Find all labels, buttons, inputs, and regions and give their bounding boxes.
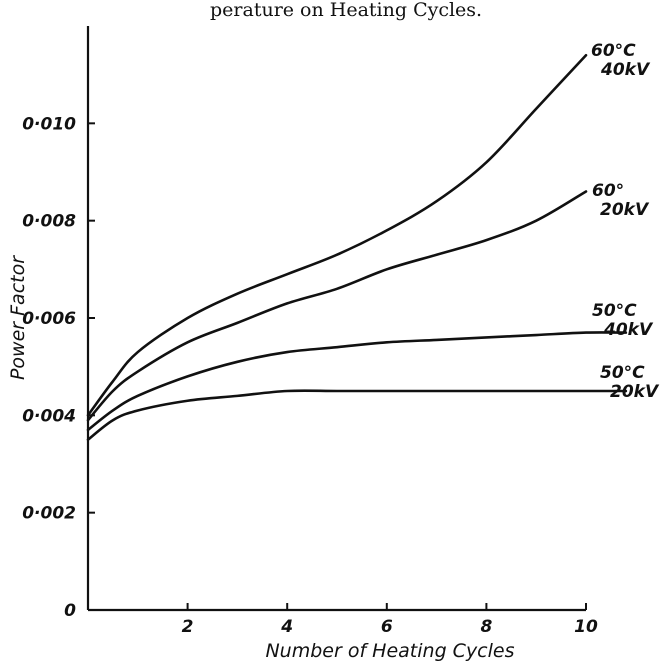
y-tick-label: 0·004 [22,406,76,426]
y-tick-label: 0·006 [22,309,76,329]
y-axis-label: Power Factor [7,255,29,380]
series-line [86,331,628,432]
series-label: 40kV [600,60,651,80]
x-axis-label: Number of Heating Cycles [265,640,514,662]
header-text-fragment: perature on Heating Cycles. [210,0,482,21]
series-curves [86,53,628,441]
series-label: 20kV [600,200,650,220]
series-label: 50°C [600,363,645,383]
series-line [86,389,628,441]
x-ticks: 2 4 6 8 10 [182,603,598,637]
series-label: 50°C [592,301,637,321]
series-label: 60° [592,181,624,201]
y-tick-label: 0 [64,601,76,621]
x-tick-label: 10 [574,617,598,637]
x-tick-label: 2 [182,617,194,637]
series-line [86,53,588,417]
x-tick-label: 6 [381,617,393,637]
y-ticks: 0 0·002 0·004 0·006 0·008 0·010 [22,114,95,621]
series-label: 60°C [591,41,636,61]
y-tick-label: 0·010 [22,114,76,134]
series-label: 20kV [610,382,660,402]
x-tick-label: 8 [480,617,492,637]
series-label: 40kV [603,320,654,340]
y-tick-label: 0·002 [22,504,76,524]
x-tick-label: 4 [280,617,293,637]
y-tick-label: 0·008 [22,212,76,232]
series-line [86,190,588,422]
